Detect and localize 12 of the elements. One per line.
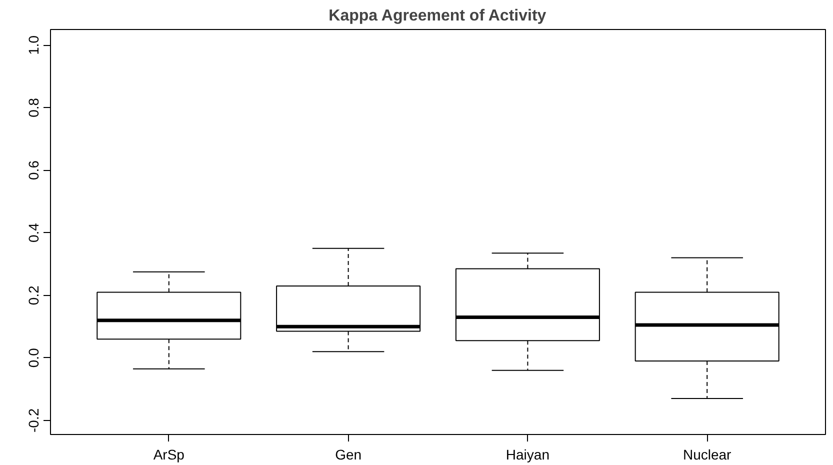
y-tick-label: 1.0 xyxy=(26,35,42,55)
y-tick-label: 0.2 xyxy=(26,285,42,306)
y-tick-label: 0.4 xyxy=(26,222,42,243)
x-tick-label: Haiyan xyxy=(506,446,550,462)
y-tick-label: 0.6 xyxy=(26,160,42,180)
y-tick-label: 0.8 xyxy=(26,98,42,118)
chart-title: Kappa Agreement of Activity xyxy=(328,8,546,24)
x-tick-label: Nuclear xyxy=(682,446,732,462)
x-tick-label: ArSp xyxy=(153,446,185,462)
y-tick-label: -0.2 xyxy=(26,408,42,432)
y-tick-label: 0.0 xyxy=(26,348,42,368)
x-tick-label: Gen xyxy=(335,446,362,462)
